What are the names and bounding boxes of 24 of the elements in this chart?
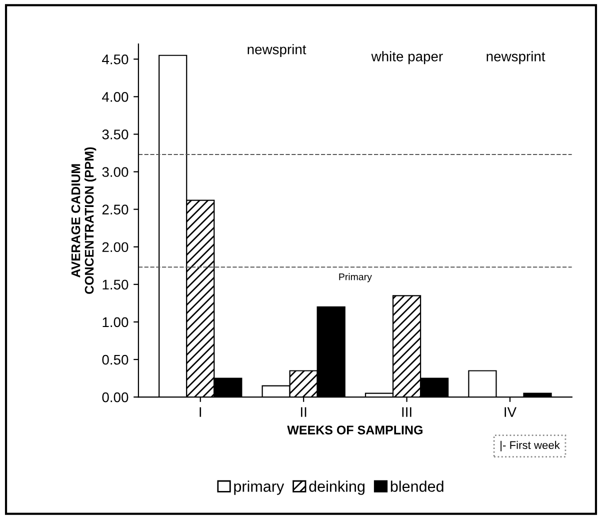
y-tick-label: 4.50 [102, 54, 128, 64]
legend-label: primary [234, 480, 284, 495]
y-tick-label: 3.50 [102, 130, 128, 140]
y-tick-label: 2.50 [102, 204, 128, 214]
y-axis-title: AVERAGE CADIUM CONCENTRATION (PPM) [71, 147, 96, 294]
annotation: white paper [371, 51, 443, 64]
ref-line-label: Primary [339, 273, 372, 282]
y-tick-label: 4.00 [102, 92, 128, 102]
x-tick-label: III [402, 407, 412, 417]
text: |- First week [500, 440, 560, 452]
x-axis-title: WEEKS OF SAMPLING [287, 426, 422, 434]
y-tick-label: 0.50 [102, 354, 128, 365]
legend-label: deinking [309, 480, 364, 495]
y-tick-label: 0.00 [102, 392, 128, 402]
x-tick-label: II [301, 407, 306, 417]
y-tick-label: 1.00 [102, 317, 128, 328]
y-tick-label: 3.00 [102, 167, 128, 177]
y-tick-label: 2.00 [102, 242, 128, 252]
annotation: newsprint [248, 44, 306, 58]
x-tick-label: IV [504, 407, 516, 417]
y-tick-label: 1.50 [102, 280, 128, 290]
annotation: newsprint [486, 51, 546, 64]
legend-label: blended [390, 480, 444, 492]
x-tick-label: I [200, 407, 202, 417]
